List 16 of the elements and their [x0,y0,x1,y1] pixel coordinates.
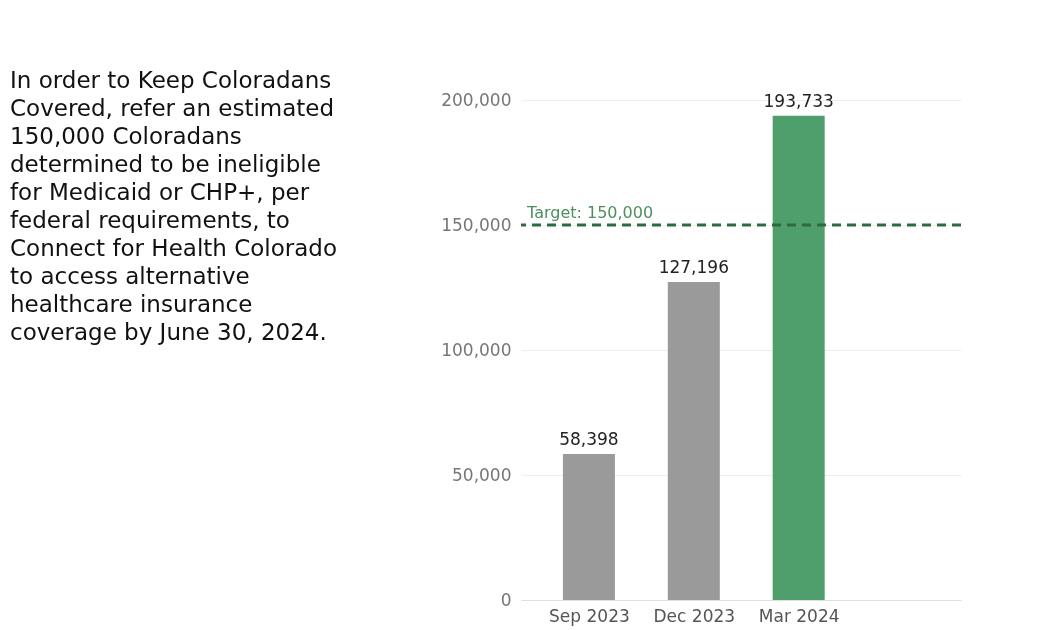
data-label: 193,733 [763,90,834,111]
y-tick-label: 0 [500,589,512,610]
data-label: 58,398 [559,429,619,450]
y-tick-label: 200,000 [441,89,512,110]
data-label: 127,196 [658,257,729,278]
text: In order to Keep Coloradans Covered, refer an estimated 150,000 Coloradans determined to be ineligible for Medicaid or CHP+, per federal requirements, to Connect for Health Colorado to access alternative healthcare insurance coverage by June 30, 2024. [10,67,337,345]
x-tick-label: Mar 2024 [758,605,840,626]
y-tick-label: 50,000 [452,464,512,485]
bar [562,454,615,600]
ref-line-label: Target: 150,000 [526,203,654,222]
bar [667,282,720,600]
bar [772,115,825,600]
y-tick-label: 150,000 [441,214,512,235]
x-tick-label: Sep 2023 [549,605,630,626]
x-tick-label: Dec 2023 [653,605,736,626]
y-tick-label: 100,000 [441,339,512,360]
